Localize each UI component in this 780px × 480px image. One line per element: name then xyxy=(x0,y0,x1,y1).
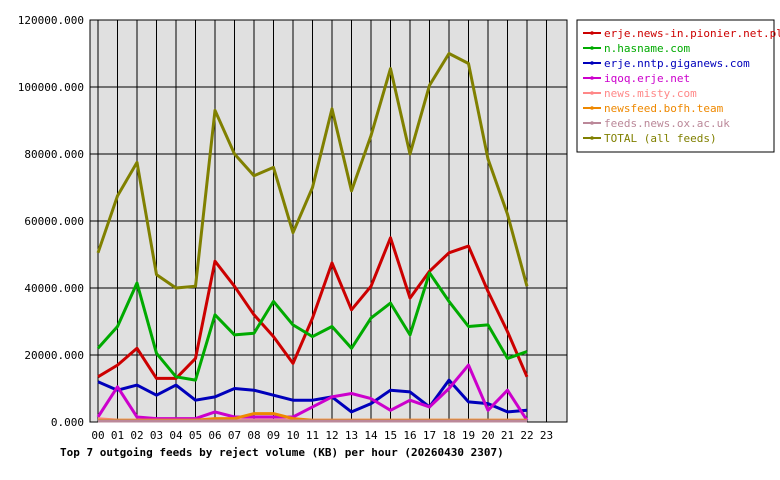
legend-marker xyxy=(590,91,594,95)
y-tick-label: 40000.000 xyxy=(24,282,84,295)
x-tick-label: 02 xyxy=(130,429,143,442)
x-tick-label: 07 xyxy=(228,429,241,442)
x-tick-label: 21 xyxy=(501,429,514,442)
legend-label: n.hasname.com xyxy=(604,42,690,55)
legend-box xyxy=(576,19,775,153)
legend-marker xyxy=(590,106,594,110)
x-axis-ticks: 00 01 02 03 04 05 06 07 08 09 10 11 12 13 14 15 16 17 18 19… xyxy=(91,429,553,442)
x-tick-label: 12 xyxy=(325,429,338,442)
legend-marker xyxy=(590,121,594,125)
legend-marker xyxy=(590,46,594,50)
y-tick-label: 120000.000 xyxy=(18,14,84,27)
legend-label: erje.nntp.giganews.com xyxy=(604,57,750,70)
x-tick-label: 22 xyxy=(520,429,533,442)
legend-label: news.misty.com xyxy=(604,87,697,100)
x-tick-label: 19 xyxy=(462,429,475,442)
legend-label: newsfeed.bofh.team xyxy=(604,102,724,115)
legend-label: iqoq.erje.net xyxy=(604,72,690,85)
legend-label: feeds.news.ox.ac.uk xyxy=(604,117,730,130)
legend-marker xyxy=(590,76,594,80)
y-axis-ticks: 0.000 20000.000 40000.000 60000.000 80000.00… xyxy=(18,14,84,429)
chart-title: Top 7 outgoing feeds by reject volume (K… xyxy=(60,446,504,459)
legend-label: TOTAL (all feeds) xyxy=(604,132,717,145)
x-tick-label: 01 xyxy=(111,429,124,442)
x-tick-label: 06 xyxy=(208,429,221,442)
series-line xyxy=(97,378,528,414)
legend-marker xyxy=(590,136,594,140)
x-tick-label: 09 xyxy=(267,429,280,442)
legend-label: erje.news-in.pionier.net.pl xyxy=(604,27,780,40)
y-tick-label: 100000.000 xyxy=(18,81,84,94)
x-tick-label: 14 xyxy=(364,429,378,442)
y-tick-label: 0.000 xyxy=(51,416,84,429)
legend: erje.news-in.pionier.net.pl n.hasname.com… xyxy=(576,19,780,153)
legend-marker xyxy=(590,61,594,65)
legend-marker xyxy=(590,31,594,35)
x-tick-label: 11 xyxy=(306,429,319,442)
x-tick-label: 13 xyxy=(345,429,358,442)
y-tick-label: 20000.000 xyxy=(24,349,84,362)
y-tick-label: 80000.000 xyxy=(24,148,84,161)
x-tick-label: 05 xyxy=(189,429,202,442)
x-tick-label: 23 xyxy=(540,429,553,442)
series-line xyxy=(96,363,529,422)
x-tick-label: 20 xyxy=(481,429,494,442)
series-line xyxy=(96,271,528,382)
series-lines xyxy=(96,52,529,423)
x-tick-label: 08 xyxy=(247,429,260,442)
series-line xyxy=(96,52,529,290)
x-tick-label: 15 xyxy=(384,429,397,442)
y-tick-label: 60000.000 xyxy=(24,215,84,228)
x-tick-label: 00 xyxy=(91,429,104,442)
x-tick-label: 04 xyxy=(169,429,183,442)
series-line xyxy=(97,236,529,380)
x-tick-label: 16 xyxy=(403,429,416,442)
x-tick-label: 03 xyxy=(150,429,163,442)
x-tick-label: 17 xyxy=(423,429,436,442)
x-tick-label: 10 xyxy=(286,429,299,442)
x-tick-label: 18 xyxy=(442,429,455,442)
